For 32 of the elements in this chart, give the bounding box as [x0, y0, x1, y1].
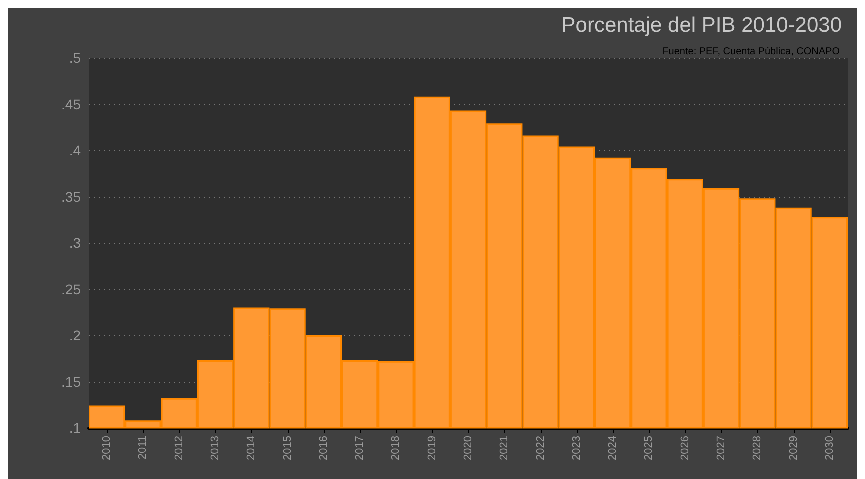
x-tick-label: 2019: [426, 436, 438, 460]
x-tick-label: 2014: [246, 436, 258, 460]
x-tick-label: 2013: [210, 436, 222, 460]
y-tick-label: .4: [69, 142, 82, 158]
x-tick-label: 2010: [101, 436, 114, 460]
chart-title: Porcentaje del PIB 2010-2030: [562, 14, 842, 37]
y-tick-label: .1: [69, 420, 82, 436]
y-tick-label: .3: [69, 235, 82, 251]
x-tick-label: 2022: [534, 436, 547, 460]
y-tick-label: .15: [62, 374, 82, 390]
x-tick-label: 2015: [282, 436, 294, 460]
x-tick-label: 2012: [173, 436, 186, 460]
x-tick-label: 2024: [607, 436, 620, 460]
x-tick-label: 2011: [137, 436, 150, 460]
x-tick-label: 2016: [318, 436, 330, 460]
x-tick-label: 2021: [498, 436, 511, 460]
x-tick-label: 2023: [570, 436, 583, 460]
x-tick-label: 2027: [716, 436, 728, 460]
x-tick-label: 2017: [354, 436, 366, 460]
y-tick-label: .25: [62, 281, 82, 298]
x-tick-label: 2026: [679, 436, 692, 460]
source-note: Fuente: PEF, Cuenta Pública, CONAPO: [662, 46, 840, 58]
x-tick-label: 2018: [390, 436, 402, 460]
x-tick-label: 2020: [462, 436, 474, 460]
y-tick-label: .5: [69, 50, 82, 66]
x-tick-label: 2030: [824, 436, 836, 460]
y-tick-label: .45: [62, 96, 82, 112]
x-tick-label: 2028: [752, 436, 764, 460]
y-tick-label: .35: [62, 188, 82, 205]
x-tick-label: 2025: [643, 436, 656, 460]
y-tick-label: .2: [69, 328, 82, 344]
x-tick-label: 2029: [788, 436, 800, 460]
